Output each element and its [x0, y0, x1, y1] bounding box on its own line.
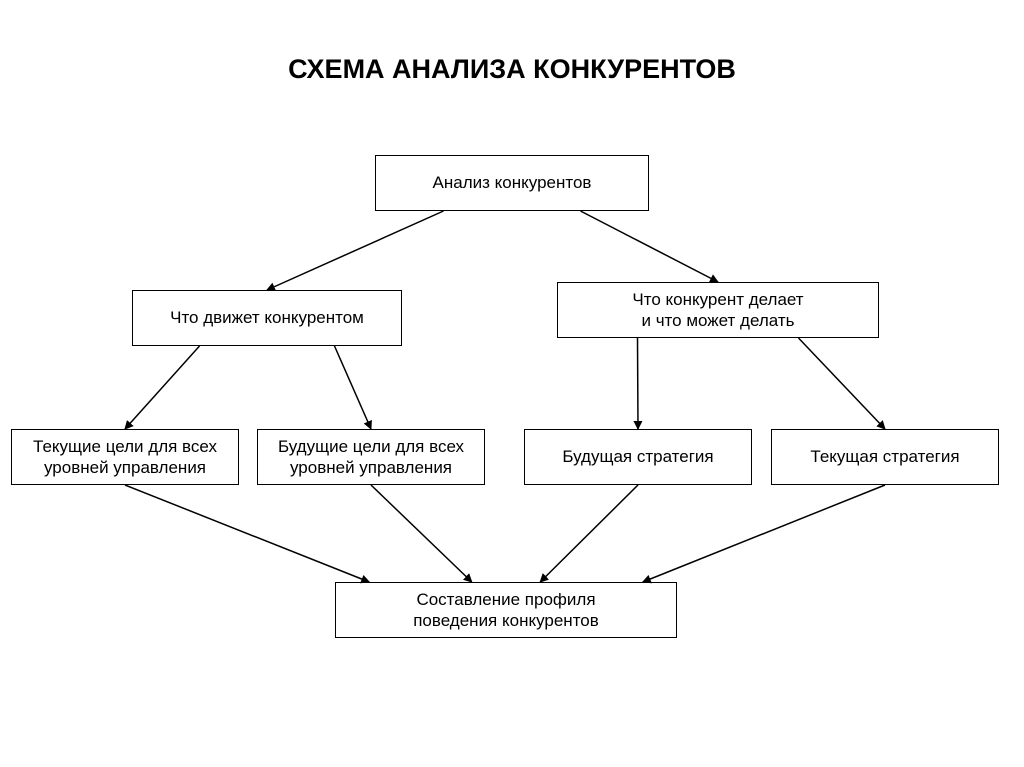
node-right2: Что конкурент делаети что может делать [557, 282, 879, 338]
node-label: Будущая стратегия [562, 446, 713, 467]
node-l3a: Текущие цели для всехуровней управления [11, 429, 239, 485]
node-l3d: Текущая стратегия [771, 429, 999, 485]
node-left2: Что движет конкурентом [132, 290, 402, 346]
node-l3c: Будущая стратегия [524, 429, 752, 485]
node-label: Будущие цели для всехуровней управления [278, 436, 464, 479]
edges-layer [0, 0, 1024, 767]
node-label: Составление профиляповедения конкурентов [413, 589, 599, 632]
node-root: Анализ конкурентов [375, 155, 649, 211]
node-label: Что движет конкурентом [170, 307, 364, 328]
node-l3b: Будущие цели для всехуровней управления [257, 429, 485, 485]
node-bottom: Составление профиляповедения конкурентов [335, 582, 677, 638]
node-label: Текущие цели для всехуровней управления [33, 436, 217, 479]
node-label: Текущая стратегия [810, 446, 959, 467]
diagram-title: СХЕМА АНАЛИЗА КОНКУРЕНТОВ [0, 54, 1024, 85]
node-label: Что конкурент делаети что может делать [632, 289, 803, 332]
node-label: Анализ конкурентов [433, 172, 592, 193]
